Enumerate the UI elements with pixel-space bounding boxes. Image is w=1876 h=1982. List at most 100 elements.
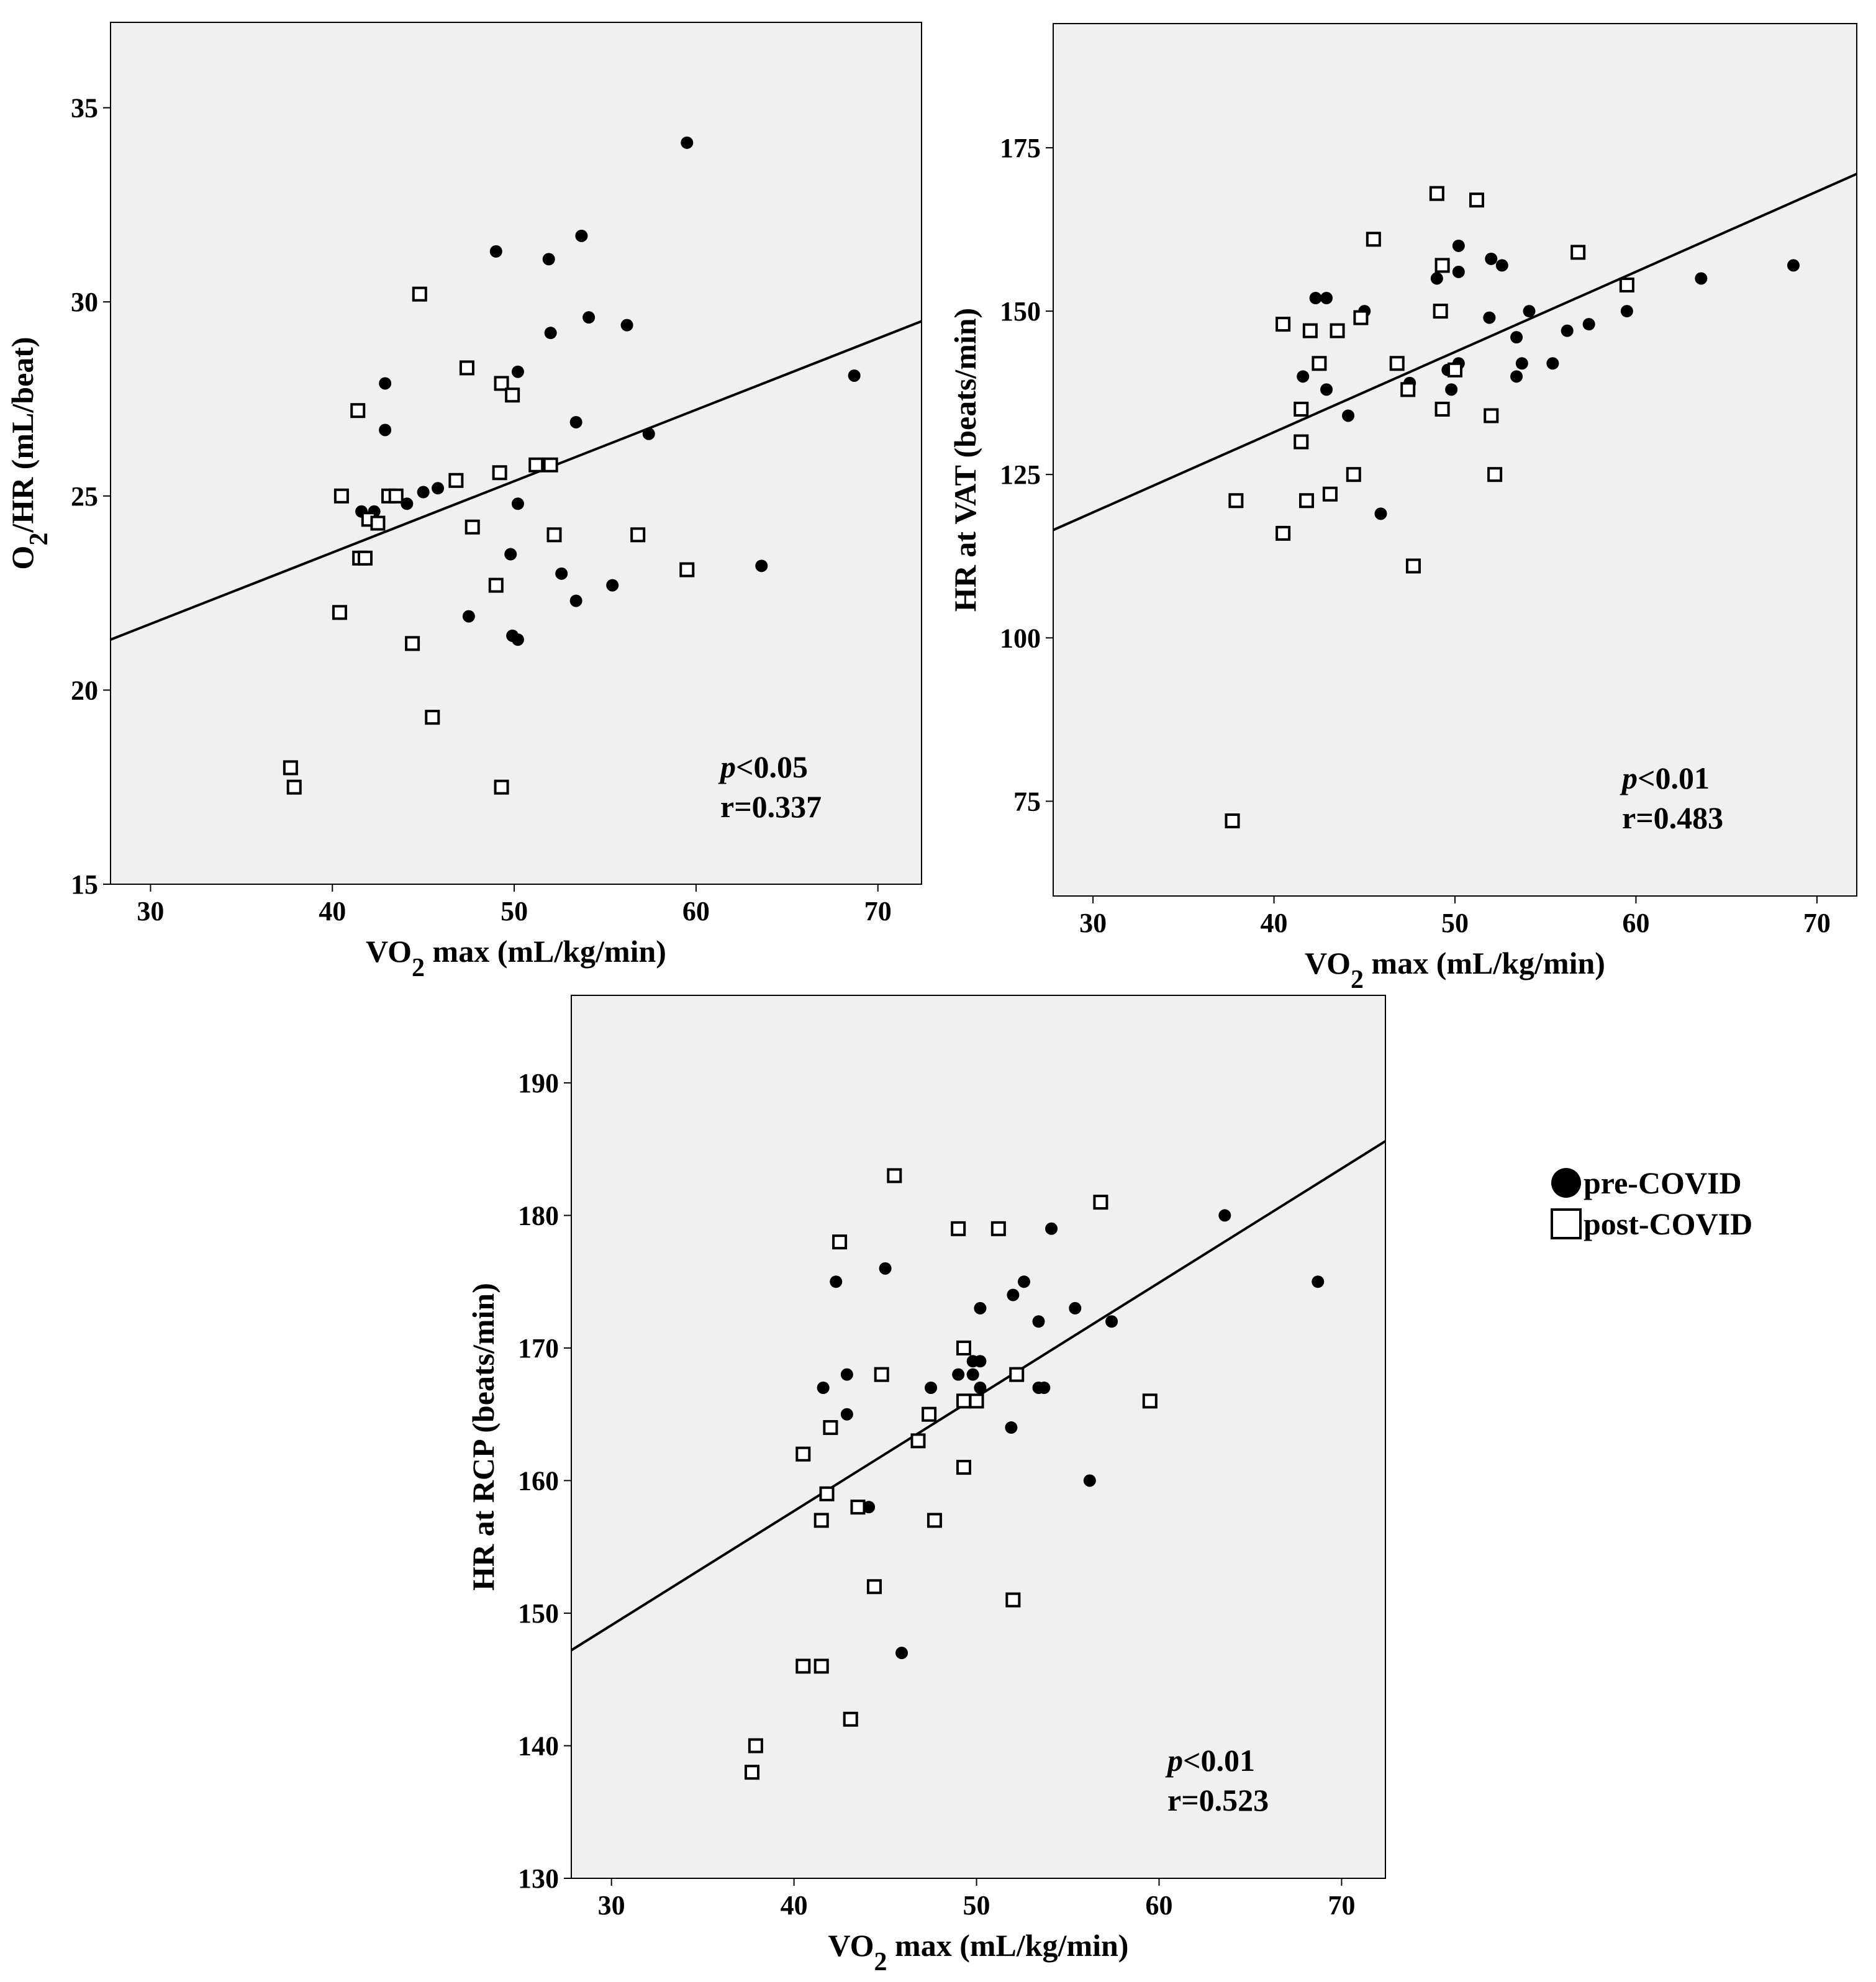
label-main: HR at VAT (beats/min) [948,308,982,612]
data-point-post-covid [370,515,386,531]
data-point-post-covid [1276,525,1291,541]
data-point-pre-covid [1320,383,1333,396]
r-value-annotation: r=0.483 [1622,800,1723,835]
data-point-pre-covid [1374,507,1387,520]
data-point-post-covid [795,1446,811,1462]
data-point-post-covid [488,577,504,593]
data-point-post-covid [546,527,562,543]
y-axis-label: O2/HR (mL/beat) [5,337,53,569]
data-point-post-covid [494,779,509,795]
x-tick-label: 30 [137,896,164,926]
data-point-pre-covid [642,427,655,440]
scatter-panel-bottom: 30 40 50 60 70 130 140 150 160 170 180 190 VO2 max (… [466,995,1387,1976]
data-point-pre-covid [895,1647,909,1660]
label-rest: /HR (mL/beat) [5,337,40,533]
data-point-pre-covid [755,559,768,572]
x-tick-label: 40 [781,1890,808,1921]
data-point-pre-covid [379,423,392,437]
data-point-pre-covid [1038,1382,1051,1394]
data-point-post-covid [1400,382,1416,397]
data-point-pre-covid [1483,311,1496,324]
label-subscript: 2 [874,1948,887,1976]
y-axis-label: HR at RCP (beats/min) [466,1283,501,1591]
data-point-pre-covid [401,497,414,510]
data-point-pre-covid [417,486,430,499]
data-point-post-covid [1353,310,1369,325]
y-tick-label: 170 [518,1333,559,1364]
label-main: HR at RCP (beats/min) [466,1283,501,1591]
data-point-pre-covid [1218,1209,1231,1222]
data-point-post-covid [333,488,349,504]
data-point-pre-covid [511,365,524,378]
data-point-pre-covid [1309,292,1322,305]
data-point-post-covid [832,1234,848,1250]
data-point-pre-covid [582,311,596,324]
data-point-pre-covid [1069,1301,1082,1315]
data-point-post-covid [1469,192,1484,208]
data-point-pre-covid [1582,318,1595,331]
data-point-post-covid [1322,486,1338,502]
scatter-panel-top-right: 30 40 50 60 70 75 100 125 150 175 VO2 max (mL/kg/m… [948,23,1857,994]
data-point-pre-covid [817,1382,830,1394]
y-tick-label: 35 [71,93,98,124]
data-point-pre-covid [379,377,392,390]
x-tick-label: 60 [682,896,710,926]
label-main: VO [366,934,412,969]
data-point-post-covid [1005,1592,1021,1608]
data-point-post-covid [1312,356,1327,371]
data-point-pre-covid [1452,239,1465,252]
data-point-pre-covid [1787,259,1800,272]
y-tick-label: 180 [518,1200,559,1231]
x-tick-label: 30 [1079,908,1107,938]
data-point-pre-covid [1032,1315,1045,1328]
legend-label: post-COVID [1584,1206,1752,1241]
p-threshold: <0.01 [1183,1743,1255,1778]
label-rest: max (mL/kg/min) [1364,946,1605,980]
data-point-pre-covid [555,567,568,580]
data-point-pre-covid [1083,1474,1096,1487]
data-point-pre-covid [1312,1275,1325,1288]
x-tick-label: 70 [1803,908,1831,938]
p-symbol: p [718,749,736,784]
data-point-pre-covid [1007,1288,1020,1301]
data-point-post-covid [823,1420,838,1436]
data-point-pre-covid [462,610,475,623]
data-point-pre-covid [504,548,517,561]
y-tick-label: 125 [1000,459,1041,490]
x-tick-label: 50 [501,896,528,926]
data-point-post-covid [990,1221,1006,1236]
data-point-post-covid [887,1168,902,1183]
data-point-post-covid [1405,558,1421,574]
data-point-post-covid [1434,401,1450,417]
legend-square-icon [1551,1208,1582,1239]
plot-area [1053,23,1857,897]
data-point-pre-covid [1452,265,1465,278]
legend: pre-COVID post-COVID [1551,1165,1752,1241]
data-point-pre-covid [1017,1275,1030,1288]
p-value-annotation: p<0.01 [1165,1743,1255,1778]
data-point-post-covid [1228,493,1244,509]
regression-line [110,320,922,641]
y-tick-label: 130 [518,1863,559,1894]
data-point-post-covid [1434,258,1450,273]
data-point-pre-covid [974,1355,987,1368]
series-pre-COVID [817,1209,1325,1660]
data-point-post-covid [1276,317,1291,332]
data-point-pre-covid [1695,272,1708,285]
data-point-pre-covid [1561,324,1574,337]
data-point-post-covid [910,1433,926,1449]
legend-item-pre-COVID: pre-COVID [1551,1165,1742,1200]
legend-item-post-COVID: post-COVID [1551,1206,1752,1241]
data-point-post-covid [492,465,507,481]
p-symbol: p [1165,1743,1183,1778]
data-point-post-covid [283,760,298,776]
data-point-pre-covid [542,253,555,266]
plot-area [571,995,1386,1879]
data-point-pre-covid [840,1408,853,1421]
series-post-COVID [745,1168,1158,1780]
data-point-pre-covid [620,319,633,332]
x-tick-label: 70 [864,896,892,926]
y-tick-label: 140 [518,1731,559,1761]
data-point-post-covid [1093,1195,1108,1210]
